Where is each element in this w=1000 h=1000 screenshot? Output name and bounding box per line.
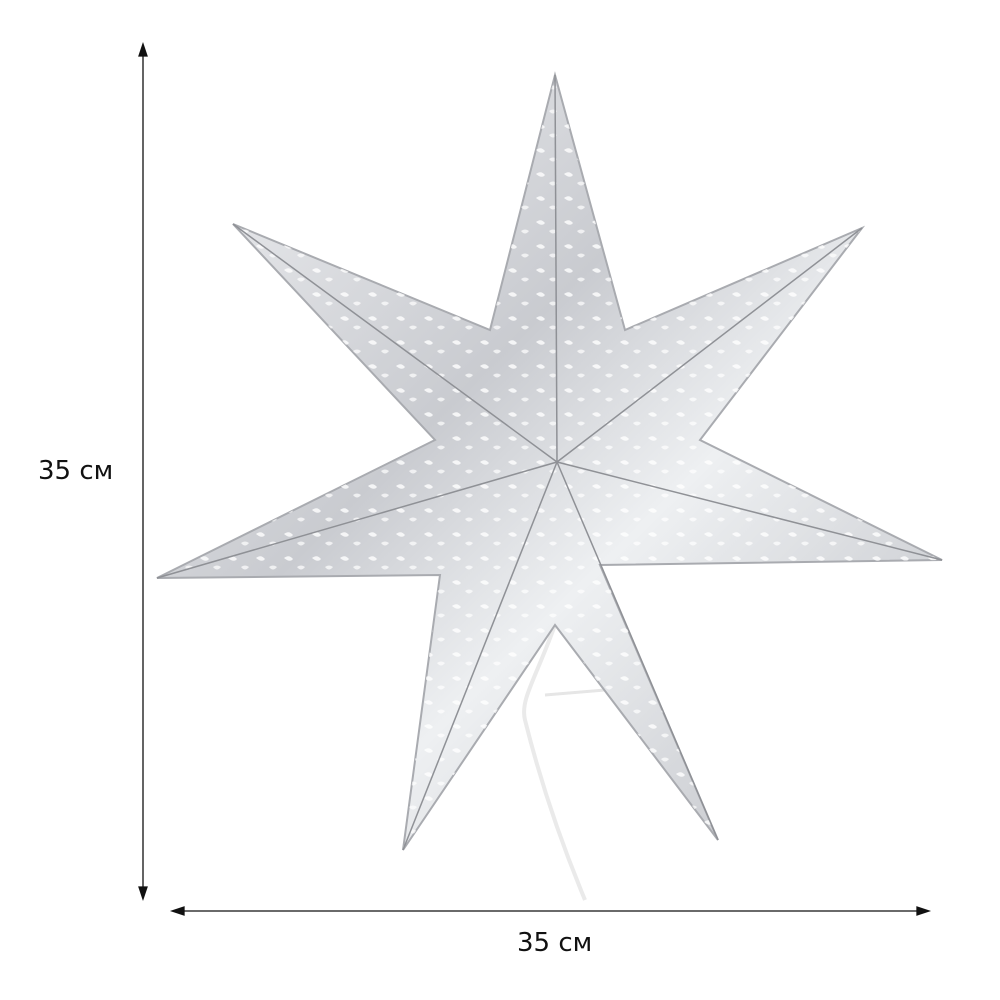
hanging-cord: [522, 624, 587, 901]
width-dimension-line: [169, 906, 932, 916]
height-dimension-line: [138, 41, 148, 902]
height-label: 35 см: [38, 456, 114, 486]
fold-lines: [156, 74, 943, 851]
width-label: 35 см: [517, 928, 593, 958]
